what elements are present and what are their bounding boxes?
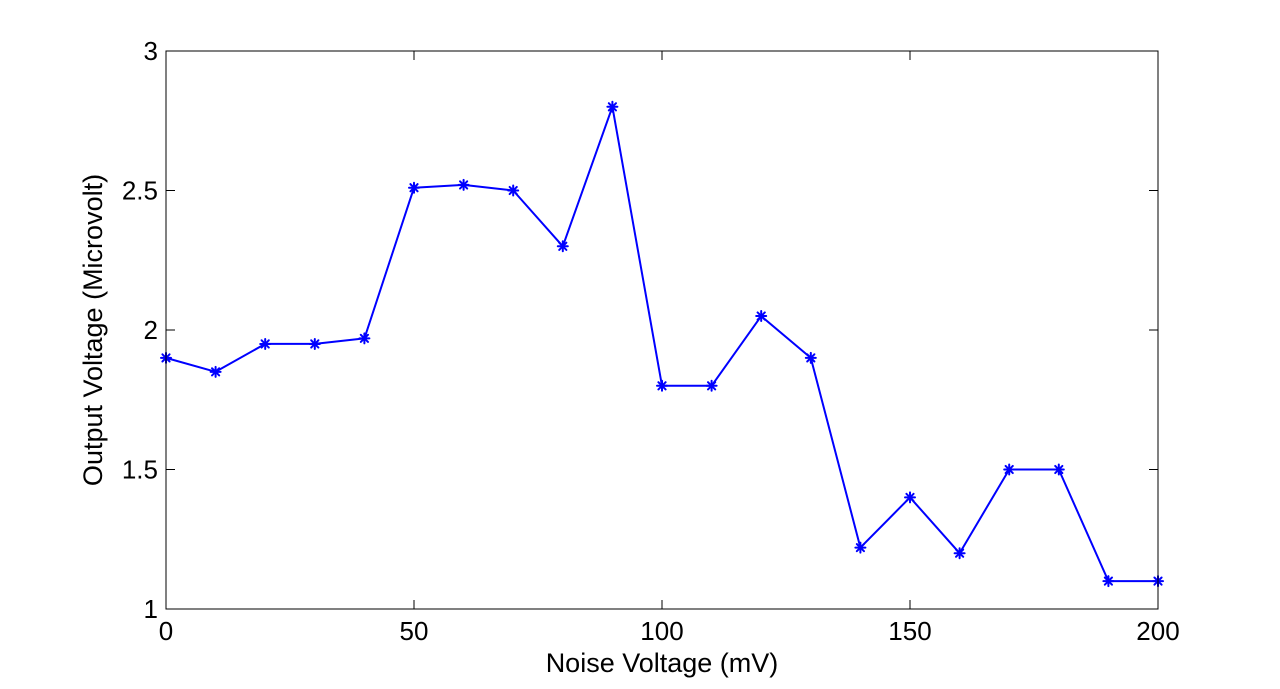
data-point-marker bbox=[209, 365, 222, 378]
y-tick-label: 2 bbox=[144, 315, 158, 345]
tick-labels: 0 50 100 150 200 1 1.5 2 2.5 3 bbox=[122, 36, 1180, 646]
data-point-marker bbox=[259, 337, 272, 350]
data-point-marker bbox=[705, 379, 718, 392]
x-tick-label: 200 bbox=[1136, 616, 1179, 646]
data-point-marker bbox=[457, 178, 470, 191]
data-point-marker bbox=[1052, 463, 1065, 476]
axis-ticks bbox=[165, 50, 1159, 610]
data-point-marker bbox=[408, 181, 420, 194]
plot-frame bbox=[165, 50, 1159, 610]
data-point-marker bbox=[904, 491, 916, 504]
x-tick-label: 0 bbox=[159, 616, 173, 646]
y-tick-label: 2.5 bbox=[122, 176, 158, 206]
x-axis-label: Noise Voltage (mV) bbox=[546, 648, 779, 678]
data-point-marker bbox=[755, 310, 768, 323]
data-point-marker bbox=[656, 379, 668, 392]
data-point-marker bbox=[358, 332, 371, 345]
data-point-marker bbox=[1102, 575, 1115, 588]
data-point-marker bbox=[606, 100, 619, 113]
y-tick-label: 1.5 bbox=[122, 455, 158, 485]
y-tick-label: 3 bbox=[144, 36, 158, 66]
data-point-marker bbox=[308, 337, 321, 350]
y-tick-label: 1 bbox=[144, 594, 158, 624]
data-point-marker bbox=[804, 351, 817, 364]
data-point-marker bbox=[556, 240, 569, 253]
data-point-marker bbox=[1003, 463, 1016, 476]
x-tick-label: 100 bbox=[640, 616, 683, 646]
series-layer bbox=[160, 100, 1164, 588]
data-point-marker bbox=[953, 547, 966, 560]
data-point-marker bbox=[854, 541, 867, 554]
y-axis-label: Output Voltage (Microvolt) bbox=[78, 174, 108, 486]
x-tick-label: 150 bbox=[888, 616, 931, 646]
data-point-marker bbox=[507, 184, 520, 197]
x-tick-label: 50 bbox=[400, 616, 429, 646]
